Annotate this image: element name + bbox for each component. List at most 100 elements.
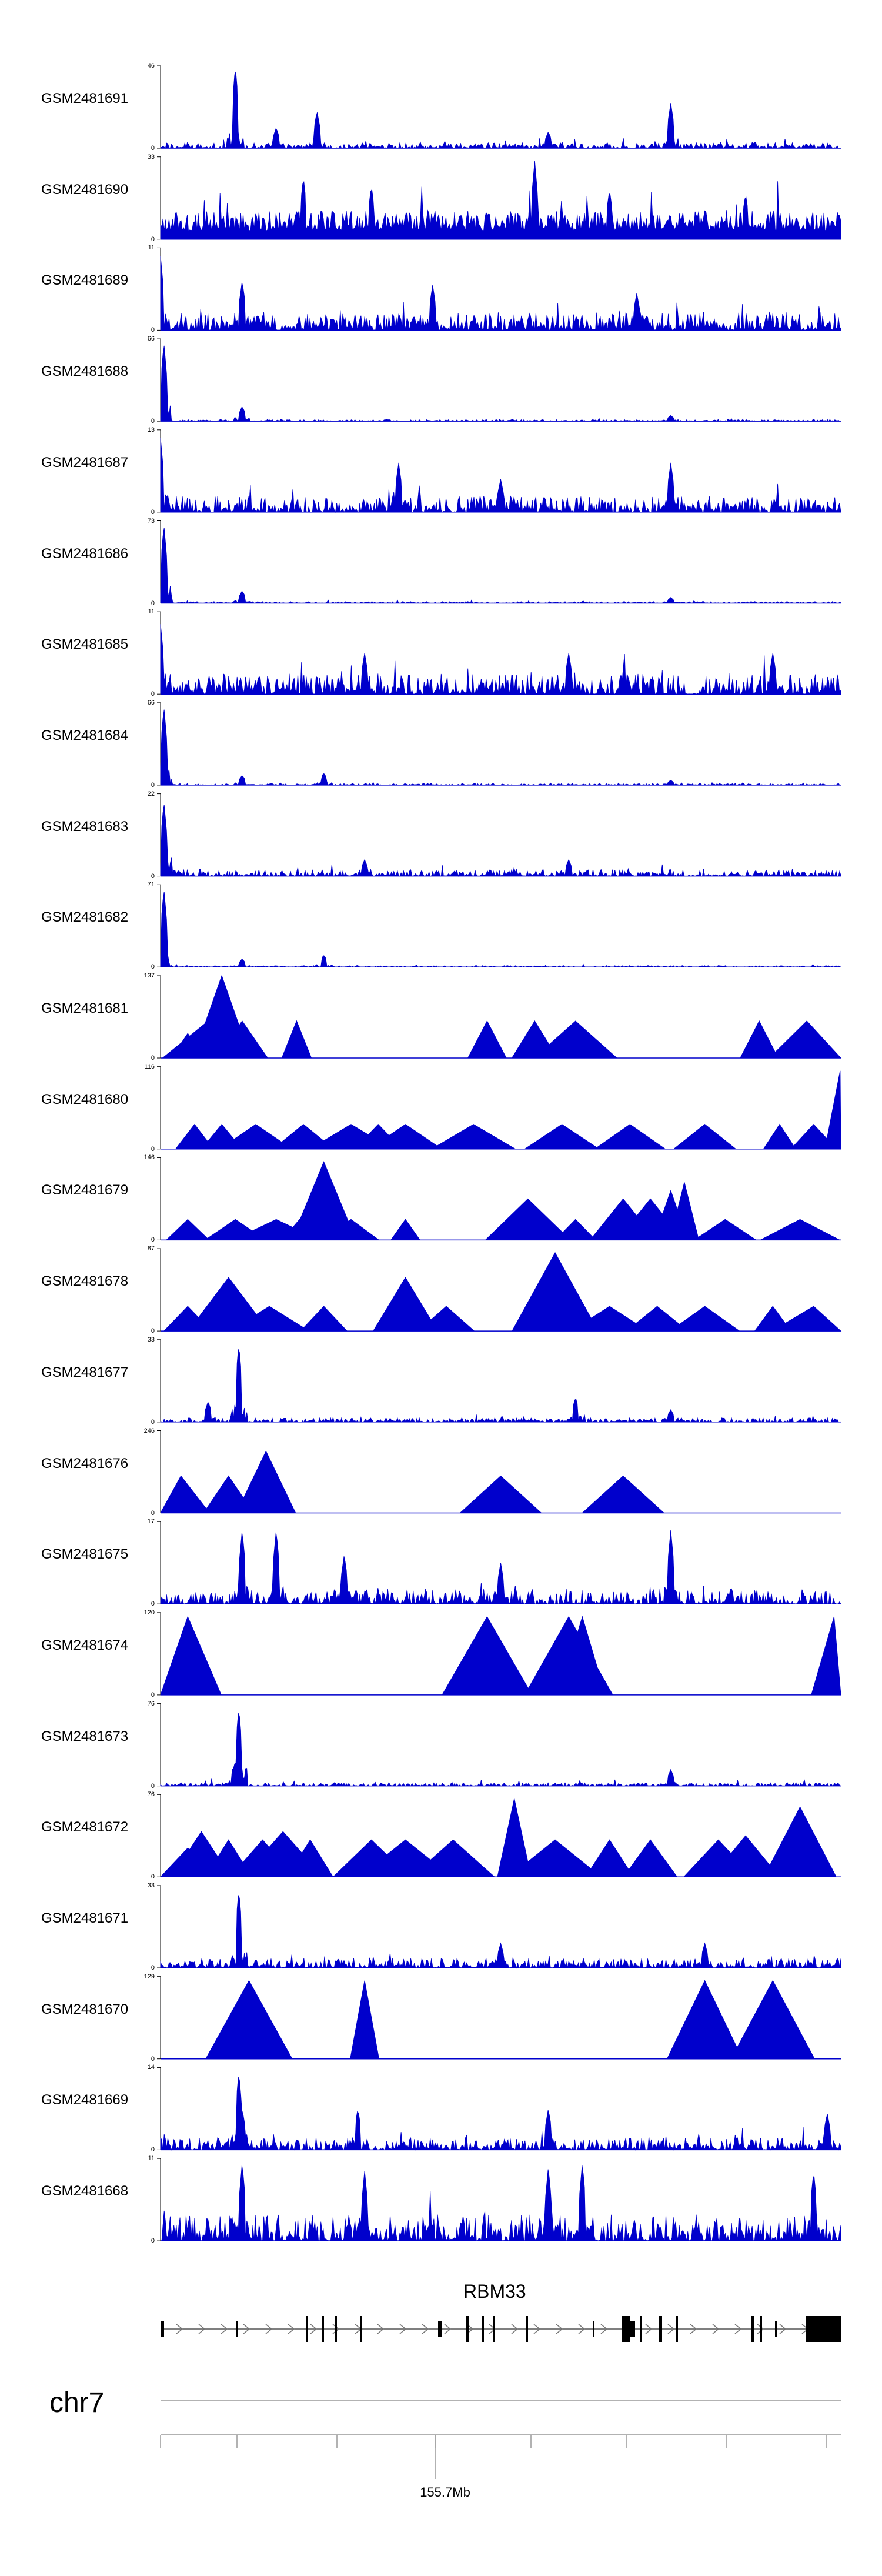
gene-label: RBM33 (463, 2281, 526, 2302)
y-axis-min-label: 0 (151, 690, 155, 698)
track-label: GSM2481675 (41, 1546, 129, 1563)
gene-exon (676, 2316, 678, 2342)
coverage-area (160, 1450, 841, 1513)
y-axis-min-label: 0 (151, 508, 155, 516)
track-label: GSM2481673 (41, 1728, 129, 1744)
gene-exon (306, 2316, 308, 2342)
strand-arrow-icon (444, 2324, 452, 2334)
track-label: GSM2481669 (41, 2092, 129, 2108)
y-axis-min-label: 0 (151, 1600, 155, 1608)
y-axis-max-label: 46 (147, 62, 155, 69)
gene-exon (236, 2321, 238, 2337)
strand-arrow-icon (399, 2324, 407, 2334)
track-label: GSM2481683 (41, 818, 129, 835)
coverage-area (159, 1798, 841, 1877)
strand-arrow-icon (332, 2324, 340, 2334)
strand-arrow-icon (220, 2324, 228, 2334)
track-label: GSM2481679 (41, 1182, 129, 1199)
strand-arrow-icon (198, 2324, 206, 2334)
coverage-area (161, 975, 842, 1059)
chromosome-label: chr7 (49, 2387, 105, 2418)
strand-arrow-icon (712, 2324, 720, 2334)
y-axis-min-label: 0 (151, 599, 155, 607)
strand-arrow-icon (690, 2324, 697, 2334)
gene-exon (526, 2316, 528, 2342)
y-axis-min-label: 0 (151, 1873, 155, 1881)
y-axis-max-label: 76 (147, 1700, 155, 1707)
strand-arrow-icon (176, 2324, 183, 2334)
coverage-area (160, 1713, 841, 1787)
y-axis-min-label: 0 (151, 1327, 155, 1335)
coverage-area (160, 1349, 841, 1423)
y-axis-max-label: 146 (143, 1154, 155, 1162)
track-label: GSM2481685 (41, 636, 129, 653)
y-axis-max-label: 11 (148, 244, 155, 252)
y-axis-max-label: 120 (143, 1609, 155, 1616)
track-label: GSM2481690 (41, 181, 129, 198)
y-axis-max-label: 129 (143, 1973, 155, 1980)
y-axis-min-label: 0 (151, 326, 155, 334)
y-axis-max-label: 11 (148, 2155, 155, 2163)
track-label: GSM2481680 (41, 1091, 129, 1107)
y-axis-min-label: 0 (151, 963, 155, 971)
y-axis-min-label: 0 (151, 2146, 155, 2154)
coverage-area (160, 891, 841, 967)
y-axis-max-label: 87 (147, 1245, 155, 1253)
y-axis-min-label: 0 (151, 1691, 155, 1699)
y-axis-max-label: 66 (147, 335, 155, 343)
gene-exon (806, 2316, 841, 2342)
track-label: GSM2481686 (41, 545, 129, 562)
coverage-area (160, 1616, 841, 1696)
y-axis-min-label: 0 (151, 1236, 155, 1244)
strand-arrow-icon (556, 2324, 563, 2334)
gene-exon (335, 2316, 337, 2342)
gene-exon (593, 2321, 594, 2337)
y-axis-max-label: 22 (147, 790, 155, 798)
track-label: GSM2481676 (41, 1455, 129, 1471)
y-axis-max-label: 17 (147, 1518, 155, 1526)
strand-arrow-icon (422, 2324, 429, 2334)
gene-exon (482, 2316, 484, 2342)
gene-exon (438, 2321, 442, 2337)
strand-arrow-icon (533, 2324, 541, 2334)
y-axis-min-label: 0 (151, 2055, 155, 2063)
coverage-area (160, 71, 841, 149)
strand-arrow-icon (265, 2324, 273, 2334)
y-axis-max-label: 116 (144, 1063, 155, 1070)
y-axis-max-label: 33 (147, 153, 155, 161)
gene-exon (622, 2316, 630, 2342)
strand-arrow-icon (600, 2324, 608, 2334)
y-axis-max-label: 14 (147, 2064, 155, 2071)
track-label: GSM2481681 (41, 1000, 129, 1016)
gene-exon (493, 2316, 495, 2342)
y-axis-min-label: 0 (151, 781, 155, 789)
strand-arrow-icon (757, 2324, 764, 2334)
coverage-area (160, 709, 841, 786)
y-axis-max-label: 71 (147, 881, 155, 889)
coverage-area (160, 438, 841, 513)
coverage-area (160, 805, 841, 877)
gene-exon (760, 2316, 762, 2342)
coverage-area (161, 1070, 841, 1150)
gene-exon (775, 2321, 777, 2337)
y-axis-min-label: 0 (151, 1964, 155, 1971)
coverage-area (160, 1530, 841, 1605)
track-label: GSM2481689 (41, 272, 129, 289)
gene-exon (640, 2316, 642, 2342)
gene-exon (659, 2316, 662, 2342)
coverage-area (160, 624, 841, 695)
coverage-area (160, 345, 841, 422)
y-axis-max-label: 33 (147, 1882, 155, 1889)
gene-exon (751, 2316, 754, 2342)
gene-exon (630, 2321, 635, 2337)
ruler-tick-label: 155.7Mb (420, 2485, 470, 2500)
strand-arrow-icon (645, 2324, 653, 2334)
gene-exon (322, 2316, 324, 2342)
gene-exon (161, 2321, 164, 2337)
y-axis-min-label: 0 (151, 1418, 155, 1426)
strand-arrow-icon (288, 2324, 295, 2334)
y-axis-max-label: 13 (147, 426, 155, 433)
coverage-area (160, 2165, 841, 2242)
